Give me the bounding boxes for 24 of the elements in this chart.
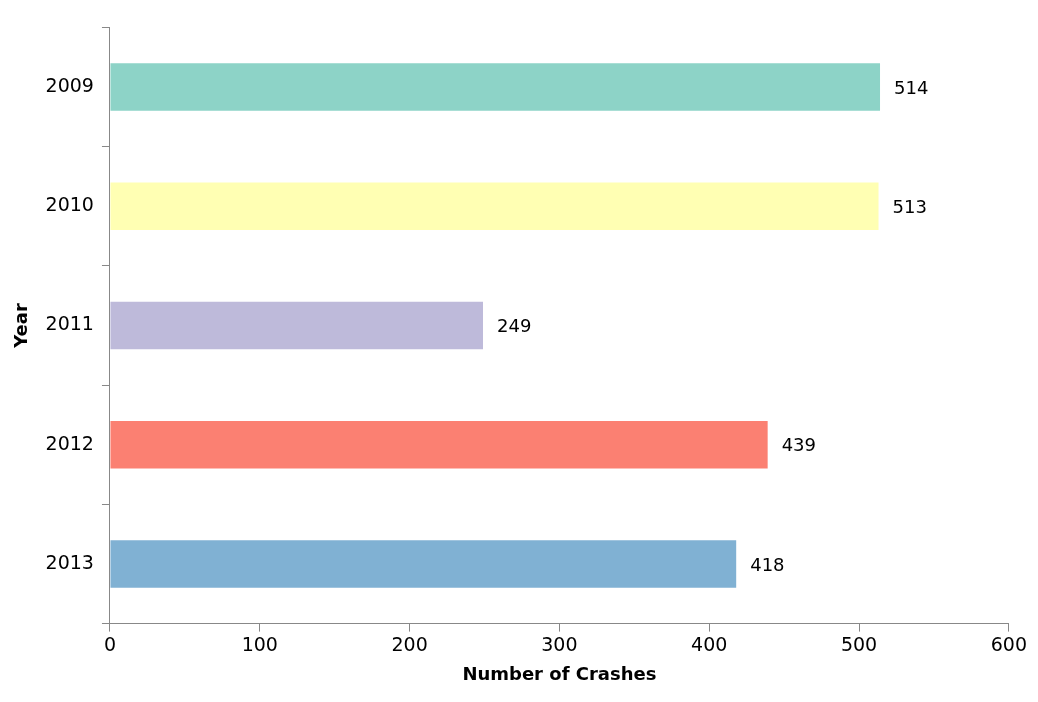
x-tick-label: 0 bbox=[103, 632, 116, 655]
bar bbox=[110, 182, 879, 231]
x-tick-label: 600 bbox=[990, 632, 1027, 655]
y-tick-label: 2011 bbox=[45, 312, 94, 335]
bar bbox=[110, 301, 483, 350]
x-tick-label: 100 bbox=[241, 632, 278, 655]
bar bbox=[110, 420, 768, 469]
x-axis-title: Number of Crashes bbox=[462, 662, 657, 684]
x-tick-label: 400 bbox=[691, 632, 728, 655]
y-tick-label: 2010 bbox=[45, 193, 94, 216]
data-label: 513 bbox=[892, 195, 927, 217]
y-tick-label: 2009 bbox=[45, 73, 94, 96]
x-tick-label: 300 bbox=[541, 632, 578, 655]
y-tick-label: 2012 bbox=[45, 431, 94, 454]
y-axis-title: Year bbox=[10, 303, 32, 349]
data-label: 439 bbox=[781, 434, 817, 456]
bar bbox=[110, 63, 881, 111]
data-label: 514 bbox=[894, 76, 929, 98]
bar bbox=[110, 540, 737, 588]
x-tick-label: 200 bbox=[391, 632, 428, 655]
data-label: 249 bbox=[497, 315, 532, 337]
data-label: 418 bbox=[750, 553, 785, 575]
y-tick-label: 2013 bbox=[45, 550, 94, 573]
x-tick-label: 500 bbox=[840, 632, 878, 655]
